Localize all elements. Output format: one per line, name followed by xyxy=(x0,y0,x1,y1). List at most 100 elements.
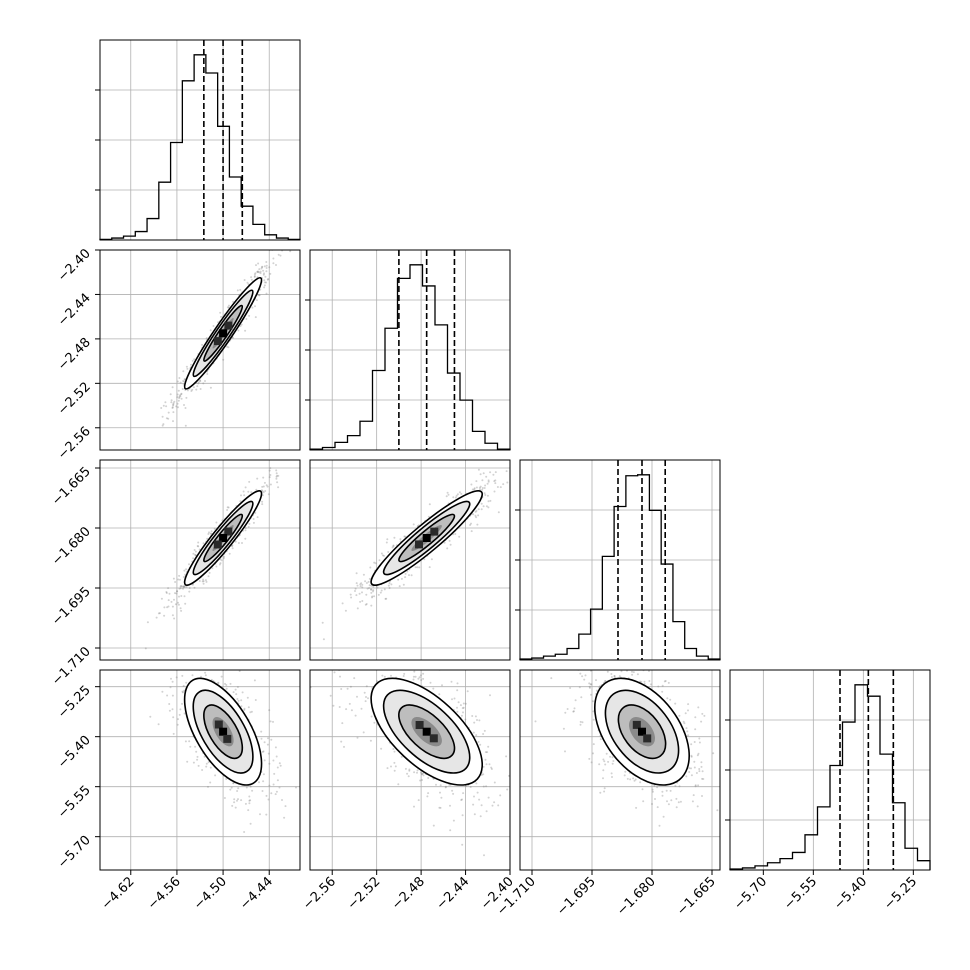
pair-5-point xyxy=(690,754,693,757)
pair-2-point xyxy=(477,468,480,471)
pair-2-point xyxy=(400,577,403,580)
pair-1-point xyxy=(215,565,218,568)
pair-3-point xyxy=(234,806,237,809)
pair-4-point xyxy=(421,779,423,781)
pair-0-point xyxy=(226,306,229,309)
pair-0-point xyxy=(178,397,181,400)
pair-5-point xyxy=(700,765,703,768)
pair-2-point xyxy=(387,551,390,553)
pair-5-point xyxy=(690,755,693,758)
pair-5-point xyxy=(613,675,616,677)
pair-4-point xyxy=(427,777,430,779)
pair-4-point xyxy=(472,731,475,734)
pair-0-point xyxy=(268,266,271,269)
pair-2-point xyxy=(469,524,472,526)
pair-4-point xyxy=(419,771,422,774)
pair-5-point xyxy=(666,697,669,700)
pair-5-point xyxy=(586,662,588,664)
pair-0-point xyxy=(258,294,261,297)
pair-1-point xyxy=(208,531,210,534)
pair-5-point xyxy=(661,684,664,687)
pair-0-point xyxy=(176,380,179,383)
pair-3-point xyxy=(217,681,220,684)
y-tick-label: −5.55 xyxy=(55,783,94,822)
pair-2-point xyxy=(460,492,463,495)
pair-5-point xyxy=(564,750,566,753)
pair-5-point xyxy=(588,660,590,662)
pair-2-frame xyxy=(309,459,511,661)
pair-1-point xyxy=(197,545,200,548)
pair-5-point xyxy=(669,698,672,701)
pair-0-point xyxy=(265,292,268,295)
pair-5-point xyxy=(712,752,715,755)
pair-4-point xyxy=(456,689,459,692)
pair-1-point xyxy=(263,481,266,484)
pair-0-point xyxy=(172,404,175,407)
pair-5-point xyxy=(534,720,537,723)
pair-0-point xyxy=(263,286,266,289)
pair-3-point xyxy=(274,793,277,796)
pair-3-point xyxy=(232,782,235,785)
pair-4-point xyxy=(416,769,419,772)
pair-4-point xyxy=(417,653,419,655)
pair-1-point xyxy=(237,542,240,544)
pair-5-point xyxy=(588,682,591,685)
pair-4-point xyxy=(499,794,502,797)
pair-0-point xyxy=(263,279,266,282)
pair-3-point xyxy=(248,802,251,805)
pair-2-point xyxy=(480,502,483,505)
pair-5-point xyxy=(669,789,672,792)
pair-2-point xyxy=(474,510,477,513)
pair-0-point xyxy=(289,250,292,253)
pair-3-point xyxy=(266,743,269,746)
pair-1-point xyxy=(211,567,214,570)
pair-2-point xyxy=(369,566,372,569)
x-tick-label: −2.56 xyxy=(300,874,339,913)
pair-5-point xyxy=(661,790,664,793)
pair-1-point xyxy=(165,592,168,594)
pair-4-point xyxy=(361,653,363,655)
pair-4-point xyxy=(367,697,369,700)
pair-2-point xyxy=(448,539,451,542)
pair-1-point xyxy=(265,484,268,487)
pair-0-point xyxy=(246,281,249,284)
pair-5-point xyxy=(667,681,670,684)
pair-3-point xyxy=(193,666,195,668)
pair-2-point xyxy=(454,496,457,499)
y-tick-label: −5.25 xyxy=(55,683,94,722)
pair-0-point xyxy=(257,262,260,265)
pair-1-point xyxy=(160,597,163,600)
pair-inner-1 xyxy=(100,460,300,660)
pair-panel-0-1 xyxy=(99,249,301,451)
pair-4-point xyxy=(426,795,429,798)
pair-3-point xyxy=(243,709,246,711)
pair-1-point xyxy=(177,578,180,581)
pair-4-point xyxy=(444,786,447,789)
pair-4-point xyxy=(418,676,421,679)
pair-5-point xyxy=(590,693,592,696)
pair-1-point xyxy=(179,587,182,590)
hist-panel-0 xyxy=(95,39,301,241)
pair-3-point xyxy=(236,686,239,688)
pair-5-point xyxy=(694,728,697,731)
pair-5-point xyxy=(588,686,591,689)
pair-4-point xyxy=(487,796,490,799)
pair-1-point xyxy=(178,574,181,577)
pair-4-point xyxy=(346,653,348,655)
pair-4-point xyxy=(478,798,481,801)
pair-2-point xyxy=(489,471,492,474)
pair-5-point xyxy=(624,641,626,643)
pair-4-point xyxy=(383,675,386,678)
pair-2-point xyxy=(522,455,524,457)
pair-5-point xyxy=(702,778,705,780)
pair-3-point xyxy=(225,684,228,686)
pair-0-frame xyxy=(99,249,301,451)
pair-0-point xyxy=(167,411,170,414)
pair-2-point xyxy=(458,491,461,494)
pair-3-point xyxy=(173,643,175,645)
pair-3-point xyxy=(184,740,187,743)
pair-5-point xyxy=(633,779,636,782)
pair-4-point xyxy=(480,804,483,807)
pair-5-point xyxy=(701,770,704,773)
pair-5-point xyxy=(640,680,643,683)
